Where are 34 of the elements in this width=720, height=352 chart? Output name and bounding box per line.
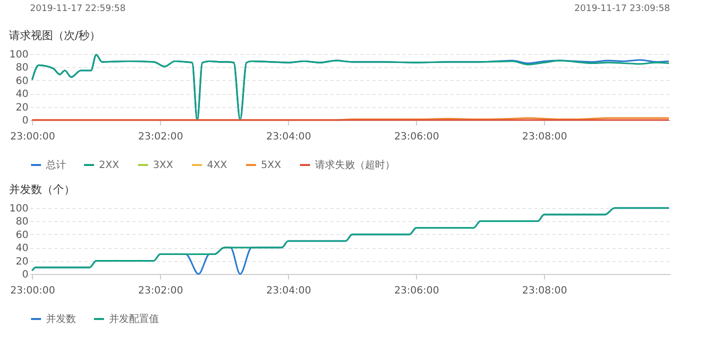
x-tick-label: 23:08:00 [522, 286, 568, 296]
x-tick-label: 23:06:00 [394, 286, 440, 296]
x-tick-label: 23:02:00 [138, 286, 184, 296]
x-tick-label: 23:06:00 [394, 132, 440, 142]
chart-title: 请求视图（次/秒） [8, 29, 101, 42]
legend-label: 5XX [261, 160, 282, 171]
y-tick-label: 0 [22, 116, 28, 126]
y-tick-label: 20 [16, 102, 28, 114]
text: 2019-11-17 23:09:58 [574, 4, 670, 14]
text: 2019-11-17 22:59:58 [30, 4, 126, 14]
y-tick-label: 40 [16, 89, 28, 100]
legend-label: 请求失败（超时） [315, 159, 395, 171]
legend-label: 总计 [45, 159, 66, 171]
x-tick-label: 23:04:00 [266, 286, 312, 296]
x-tick-label: 23:08:00 [522, 132, 568, 142]
y-tick-label: 0 [22, 270, 28, 280]
x-tick-label: 23:00:00 [10, 132, 56, 142]
y-tick-label: 60 [16, 230, 28, 241]
y-tick-label: 80 [16, 216, 28, 228]
legend-label: 2XX [99, 160, 120, 171]
legend-label: 并发配置值 [109, 313, 159, 325]
legend-label: 4XX [207, 160, 228, 171]
x-tick-label: 23:04:00 [266, 132, 312, 142]
y-tick-label: 20 [16, 256, 28, 268]
y-tick-label: 80 [16, 62, 28, 74]
x-tick-label: 23:00:00 [10, 286, 56, 296]
y-tick-label: 100 [9, 204, 28, 214]
chart-title: 并发数（个） [8, 183, 75, 196]
y-tick-label: 60 [16, 76, 28, 87]
y-tick-label: 100 [9, 50, 28, 60]
y-tick-label: 40 [16, 243, 28, 254]
legend-label: 并发数 [46, 313, 76, 325]
x-tick-label: 23:02:00 [138, 132, 184, 142]
legend-label: 3XX [153, 160, 174, 171]
